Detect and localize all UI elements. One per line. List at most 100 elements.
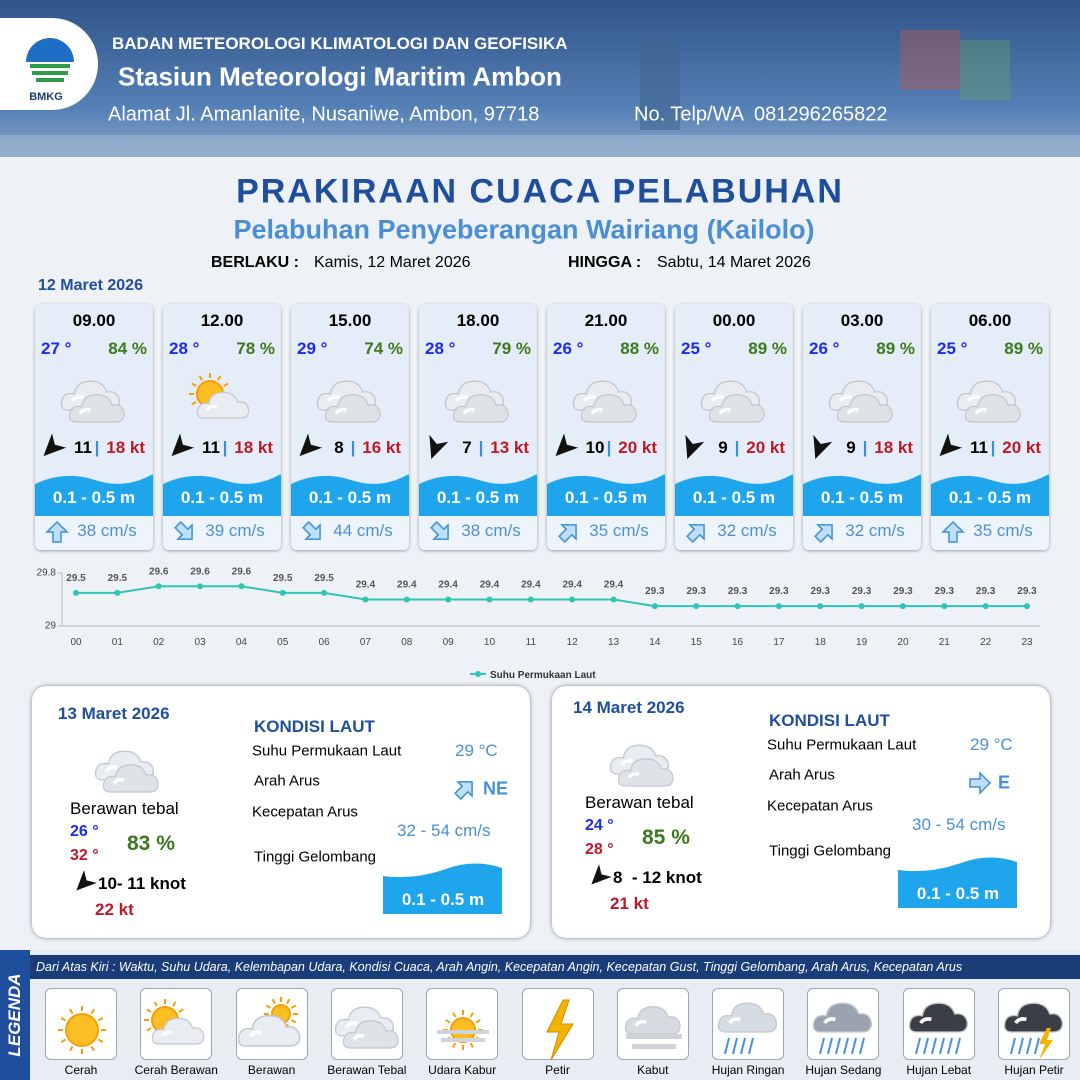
address: Alamat Jl. Amanlanite, Nusaniwe, Ambon, … bbox=[108, 103, 540, 126]
icon-part bbox=[475, 1019, 482, 1024]
wave-height: 0.1 - 0.5 m bbox=[820, 488, 904, 507]
icon-part bbox=[685, 434, 705, 459]
x-tick-label: 21 bbox=[939, 637, 951, 648]
day-wind-icon bbox=[76, 870, 97, 891]
time: 21.00 bbox=[584, 311, 628, 330]
weather-icon bbox=[316, 380, 381, 423]
icon-part bbox=[430, 521, 449, 540]
icon-part bbox=[429, 434, 449, 459]
icon-part bbox=[196, 391, 250, 419]
sst-value-label: 29.4 bbox=[521, 580, 541, 591]
separator: | bbox=[222, 438, 228, 457]
icon-part bbox=[43, 433, 67, 457]
bmkg-logo bbox=[26, 38, 74, 82]
icon-part bbox=[580, 394, 637, 423]
icon-part bbox=[452, 1012, 457, 1018]
wind-direction-icon bbox=[429, 434, 449, 459]
phone: No. Telp/WA 081296265822 bbox=[634, 103, 888, 126]
sst-label: Suhu Permukaan Laut bbox=[252, 742, 402, 760]
sst-value-label: 29.3 bbox=[1017, 586, 1037, 597]
icon-part bbox=[851, 1037, 858, 1055]
icon-part bbox=[717, 1002, 778, 1033]
icon-part bbox=[302, 521, 321, 540]
icon-part bbox=[383, 863, 502, 914]
icon-part bbox=[1003, 1002, 1064, 1033]
icon-part bbox=[590, 407, 603, 415]
sst-point bbox=[941, 603, 948, 610]
icon-part bbox=[452, 1042, 457, 1048]
icon-part bbox=[36, 78, 64, 82]
legend-icon bbox=[144, 999, 205, 1045]
wind-speed: 11 bbox=[202, 438, 220, 457]
icon-part bbox=[835, 1037, 842, 1055]
icon-part bbox=[248, 1030, 262, 1038]
icon-part bbox=[922, 1037, 929, 1055]
humidity: 79 % bbox=[492, 339, 531, 358]
y-tick-label: 29 bbox=[45, 621, 57, 632]
time: 06.00 bbox=[968, 311, 1012, 330]
icon-part bbox=[813, 1002, 873, 1033]
icon-part bbox=[26, 38, 74, 62]
humidity: 88 % bbox=[620, 339, 659, 358]
x-tick-label: 15 bbox=[691, 637, 703, 648]
legend-icon bbox=[624, 1006, 682, 1049]
valid-to-label: HINGGA : bbox=[568, 254, 642, 271]
temp-max: 28 ° bbox=[585, 841, 614, 858]
icon-part bbox=[146, 1008, 152, 1013]
icon-part bbox=[624, 1006, 681, 1035]
icon-part bbox=[45, 520, 69, 543]
sst-value-label: 29.4 bbox=[397, 580, 417, 591]
icon-part bbox=[454, 781, 473, 800]
icon-part bbox=[685, 434, 705, 459]
sst-value-label: 29.5 bbox=[66, 573, 86, 584]
icon-part bbox=[452, 394, 509, 423]
sst-point bbox=[73, 589, 79, 596]
sst-value-label: 29.6 bbox=[190, 566, 210, 577]
wave-height: 0.1 - 0.5 m bbox=[564, 488, 648, 507]
icon-part bbox=[898, 857, 1017, 908]
icon-part bbox=[960, 40, 1010, 100]
agency-name: BADAN METEOROLOGI KLIMATOLOGI DAN GEOFIS… bbox=[112, 34, 568, 53]
valid-from-label: BERLAKU : bbox=[211, 254, 299, 271]
x-tick-label: 11 bbox=[526, 637, 537, 648]
air-temp: 29 ° bbox=[297, 339, 328, 358]
air-temp: 28 ° bbox=[425, 339, 456, 358]
icon-part bbox=[76, 870, 97, 891]
time: 00.00 bbox=[712, 311, 756, 330]
icon-part bbox=[814, 524, 833, 543]
icon-part bbox=[60, 1017, 67, 1022]
sst-point bbox=[403, 596, 410, 603]
icon-part bbox=[191, 382, 197, 387]
icon-part bbox=[941, 520, 965, 543]
icon-part bbox=[152, 1017, 205, 1045]
day-weather-icon bbox=[609, 744, 674, 787]
x-tick-label: 16 bbox=[732, 637, 744, 648]
icon-part bbox=[1034, 1037, 1040, 1055]
legend-item: Berawan bbox=[247, 1063, 296, 1077]
legend-marker bbox=[475, 671, 481, 677]
air-temp: 25 ° bbox=[937, 339, 968, 358]
current-direction-icon bbox=[814, 524, 833, 543]
wave-area bbox=[547, 474, 665, 516]
forecast-card bbox=[35, 304, 153, 550]
icon-part bbox=[105, 765, 118, 773]
icon-part bbox=[178, 1008, 184, 1013]
current-speed: 32 cm/s bbox=[717, 521, 777, 540]
icon-part bbox=[580, 394, 637, 423]
icon-part bbox=[198, 375, 203, 381]
current-direction-icon bbox=[302, 521, 321, 540]
icon-part bbox=[71, 395, 84, 403]
icon-part bbox=[545, 999, 574, 1061]
icon-part bbox=[718, 407, 731, 415]
icon-part bbox=[237, 1014, 301, 1047]
sst-label: Suhu Permukaan Laut bbox=[767, 736, 917, 754]
wave-box bbox=[383, 863, 502, 914]
title: PRAKIRAAN CUACA PELABUHAN bbox=[236, 172, 844, 211]
sst-value-label: 29.3 bbox=[976, 586, 996, 597]
icon-part bbox=[291, 474, 409, 516]
day-wind: 10- 11 knot bbox=[98, 874, 186, 893]
icon-part bbox=[76, 870, 97, 891]
sst-point bbox=[321, 589, 328, 596]
wave-area bbox=[419, 474, 537, 516]
legend-icon bbox=[237, 997, 301, 1047]
